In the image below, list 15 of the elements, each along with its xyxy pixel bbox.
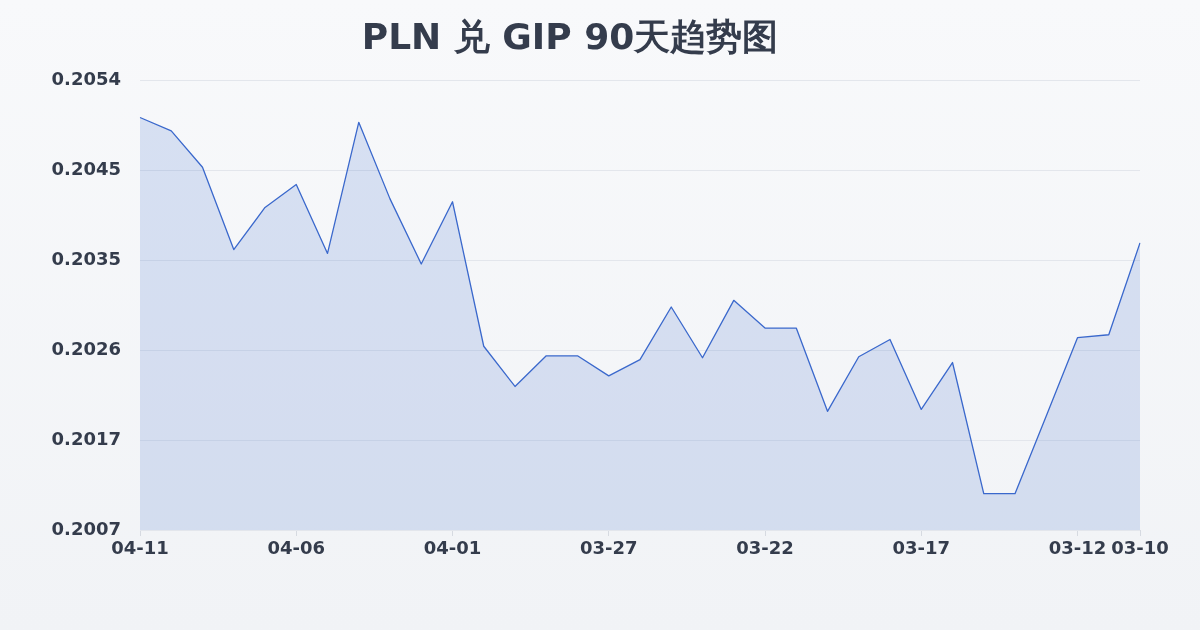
y-tick-label: 0.2045 bbox=[51, 157, 121, 179]
x-tick-label: 03-27 bbox=[579, 537, 638, 559]
y-tick-label: 0.2054 bbox=[51, 67, 121, 89]
y-tick-label: 0.2035 bbox=[51, 247, 121, 269]
x-tick-label: 03-12 bbox=[1048, 537, 1107, 559]
x-tick-label: 03-10 bbox=[1111, 537, 1169, 559]
x-tick-label: 03-22 bbox=[736, 537, 794, 559]
x-tick-label: 04-06 bbox=[267, 537, 326, 559]
y-tick-label: 0.2017 bbox=[51, 427, 121, 449]
x-tick-label: 04-11 bbox=[111, 537, 169, 559]
x-tick-label: 03-17 bbox=[892, 537, 951, 559]
chart-title: PLN 兑 GIP 90天趋势图 bbox=[361, 15, 779, 57]
y-tick-label: 0.2026 bbox=[51, 337, 121, 359]
x-tick-label: 04-01 bbox=[423, 537, 482, 559]
y-tick-label: 0.2007 bbox=[51, 517, 121, 539]
